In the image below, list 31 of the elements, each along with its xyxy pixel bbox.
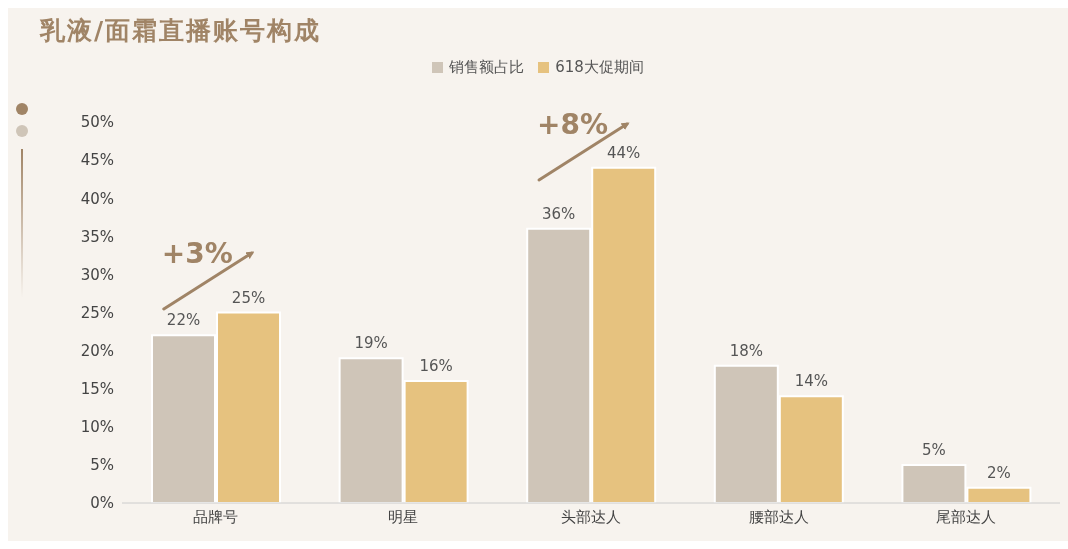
data-label: 18% — [729, 341, 763, 360]
y-tick-label: 25% — [80, 303, 114, 322]
x-tick-label: 尾部达人 — [936, 507, 997, 526]
y-tick-label: 10% — [80, 418, 114, 437]
data-label: 14% — [794, 372, 828, 391]
y-tick-label: 0% — [90, 494, 114, 513]
y-tick-label: 5% — [90, 456, 114, 475]
y-tick-label: 15% — [80, 380, 114, 399]
data-label: 44% — [607, 143, 641, 162]
y-tick-label: 40% — [80, 189, 114, 208]
chart-title: 乳液/面霜直播账号构成 — [40, 15, 322, 47]
data-label: 2% — [987, 463, 1011, 482]
y-tick-label: 50% — [80, 113, 114, 132]
y-tick-label: 30% — [80, 265, 114, 284]
data-label: 36% — [542, 204, 576, 223]
legend-label: 销售额占比 — [448, 58, 525, 77]
x-tick-label: 明星 — [388, 507, 419, 526]
y-tick-label: 35% — [80, 227, 114, 246]
annotation: +8% — [537, 108, 608, 141]
y-tick-label: 20% — [80, 341, 114, 360]
data-label: 19% — [354, 334, 388, 353]
annotation: +3% — [161, 237, 233, 270]
x-tick-label: 腰部达人 — [748, 507, 809, 526]
data-label: 16% — [419, 357, 453, 376]
x-tick-label: 头部达人 — [561, 507, 621, 526]
data-label: 22% — [166, 311, 201, 330]
x-tick-label: 品牌号 — [193, 507, 239, 526]
data-label: 25% — [231, 288, 266, 307]
y-tick-label: 45% — [80, 151, 114, 170]
data-label: 5% — [922, 440, 946, 459]
legend-label: 618大促期间 — [554, 58, 644, 77]
